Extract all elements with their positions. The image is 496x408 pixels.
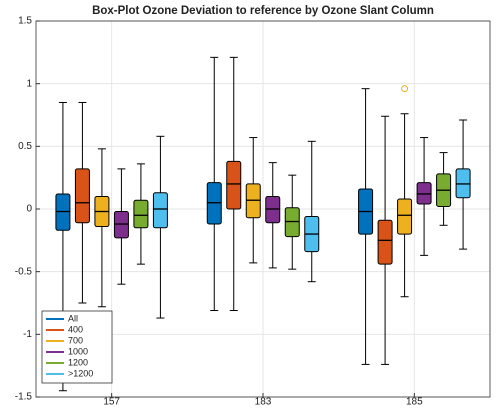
y-tick-label: 1 — [26, 78, 32, 89]
box — [377, 219, 393, 265]
y-tick-label: 0 — [26, 204, 32, 215]
legend-label: >1200 — [68, 368, 93, 378]
box — [397, 198, 413, 235]
y-tick-label: 1.5 — [18, 16, 32, 27]
axes-box — [35, 20, 491, 398]
box — [133, 199, 149, 229]
box — [74, 168, 90, 224]
legend-label: All — [68, 313, 78, 323]
x-tick-label: 185 — [406, 397, 423, 408]
legend-label: 700 — [68, 335, 83, 345]
box — [226, 160, 242, 210]
outlier — [401, 85, 409, 93]
box — [152, 192, 168, 229]
legend-label: 1200 — [68, 357, 88, 367]
x-tick-label: 183 — [255, 397, 272, 408]
chart-title: Box-Plot Ozone Deviation to reference by… — [92, 5, 434, 17]
y-tick-label: -1 — [23, 329, 32, 340]
legend-label: 400 — [68, 324, 83, 334]
y-tick-label: -1.5 — [15, 392, 33, 403]
x-tick-label: 157 — [103, 397, 120, 408]
y-tick-label: 0.5 — [18, 141, 32, 152]
legend-label: 1000 — [68, 346, 88, 356]
y-tick-label: -0.5 — [15, 266, 33, 277]
legend — [41, 310, 113, 384]
